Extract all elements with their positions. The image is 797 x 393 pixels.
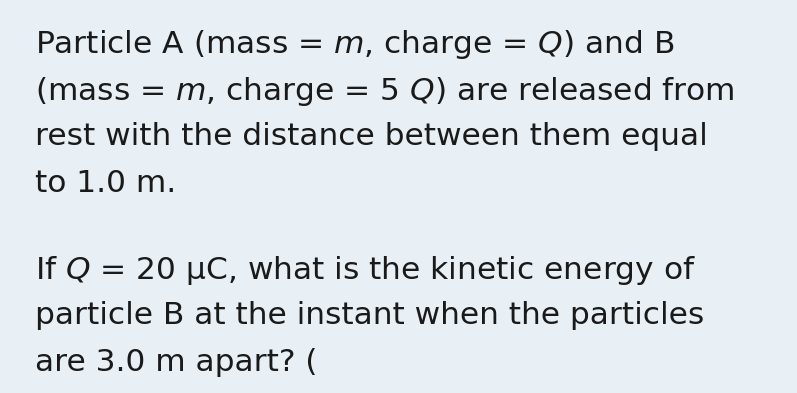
Text: Particle A (mass = $m$, charge = $Q$) and B: Particle A (mass = $m$, charge = $Q$) an… (35, 28, 674, 61)
Text: particle B at the instant when the particles: particle B at the instant when the parti… (35, 301, 705, 330)
Text: rest with the distance between them equal: rest with the distance between them equa… (35, 122, 708, 151)
Text: (mass = $m$, charge = 5 $Q$) are released from: (mass = $m$, charge = 5 $Q$) are release… (35, 75, 735, 108)
Text: are 3.0 m apart? (: are 3.0 m apart? ( (35, 348, 317, 377)
Text: to 1.0 m.: to 1.0 m. (35, 169, 176, 198)
Text: If $Q$ = 20 μC, what is the kinetic energy of: If $Q$ = 20 μC, what is the kinetic ener… (35, 254, 696, 287)
